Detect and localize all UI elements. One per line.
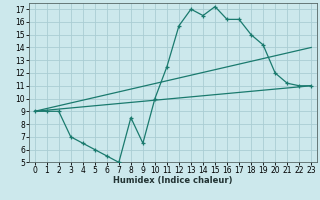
X-axis label: Humidex (Indice chaleur): Humidex (Indice chaleur)	[113, 176, 233, 185]
